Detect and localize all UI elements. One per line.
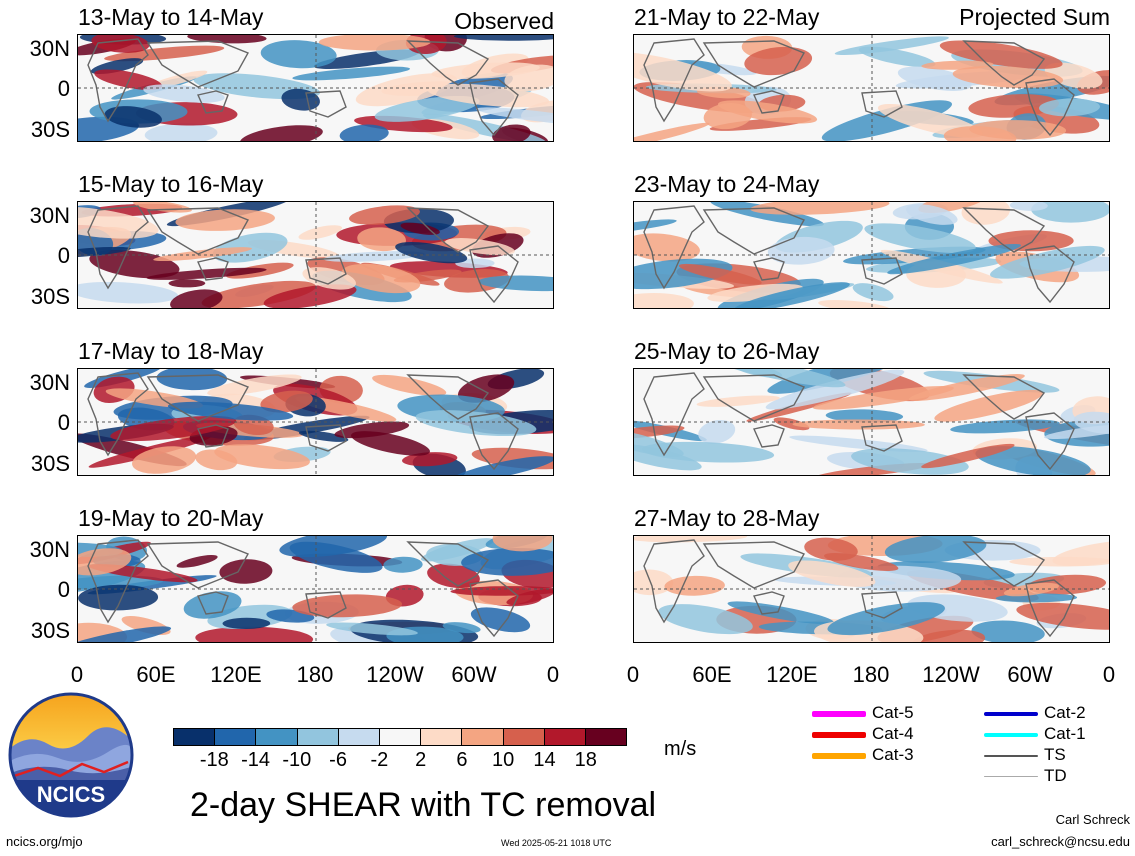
colorbar-tick-label: -2 [370, 749, 389, 771]
colorbar-swatch [502, 729, 544, 745]
colorbar-swatch [337, 729, 379, 745]
legend-swatch [984, 754, 1038, 757]
lat-label: 30N [29, 370, 70, 395]
lat-label: 30S [30, 618, 70, 643]
panel-title-right-3: 25-May to 26-May [634, 338, 820, 364]
legend-label: TD [1044, 766, 1067, 785]
panel-title-left-2: 15-May to 16-May [78, 171, 264, 197]
lat-label: 0 [57, 577, 70, 602]
colorbar-tick-label: 10 [492, 749, 515, 771]
panel-title-left-3: 17-May to 18-May [78, 338, 264, 364]
lat-label: 0 [57, 410, 70, 435]
legend-item-cat-4: Cat-4 [812, 725, 914, 743]
legend-label: TS [1044, 745, 1066, 764]
lon-label: 60E [692, 662, 732, 687]
panel-title-right-2: 23-May to 24-May [634, 171, 820, 197]
colorbar-swatch [543, 729, 585, 745]
lon-label: 120E [766, 662, 818, 687]
colorbar-tick-label: 2 [415, 749, 427, 771]
legend-label: Cat-1 [1044, 724, 1086, 743]
shear-map-observed-2 [77, 201, 554, 309]
lon-label: 180 [296, 662, 334, 687]
lat-label: 30S [30, 117, 70, 142]
colorbar-swatch [461, 729, 503, 745]
legend-swatch [812, 710, 866, 717]
lat-label: 30N [29, 537, 70, 562]
colorbar-swatch [214, 729, 256, 745]
colorbar-swatch [296, 729, 338, 745]
lat-label: 30S [30, 451, 70, 476]
colorbar [173, 728, 627, 746]
shear-map-projected-3 [633, 368, 1110, 476]
shear-map-observed-1 [77, 34, 554, 142]
site-url[interactable]: ncics.org/mjo [6, 834, 83, 849]
main-title: 2-day SHEAR with TC removal [190, 786, 657, 824]
panel-title-right-4: 27-May to 28-May [634, 505, 820, 531]
legend-item-cat-5: Cat-5 [812, 704, 914, 722]
colorbar-units: m/s [664, 738, 697, 760]
lon-label: 0 [70, 662, 84, 687]
colorbar-tick-label: -18 [199, 749, 229, 771]
lon-label: 60W [451, 662, 497, 687]
shear-map-observed-3 [77, 368, 554, 476]
legend-swatch [984, 732, 1038, 737]
shear-map-projected-1 [633, 34, 1110, 142]
lon-label: 180 [852, 662, 890, 687]
legend-swatch [812, 731, 866, 738]
legend-label: Cat-4 [872, 724, 914, 743]
panel-title-left-4: 19-May to 20-May [78, 505, 264, 531]
colorbar-swatch [174, 729, 215, 745]
author-email[interactable]: carl_schreck@ncsu.edu [991, 834, 1130, 849]
legend-swatch [812, 752, 866, 759]
lon-label: 120W [922, 662, 980, 687]
legend-item-cat-2: Cat-2 [984, 704, 1086, 722]
colorbar-swatch [584, 729, 627, 745]
lat-label: 30N [29, 203, 70, 228]
shear-map-observed-4 [77, 535, 554, 643]
timestamp: Wed 2025-05-21 1018 UTC [501, 838, 612, 848]
lat-label: 30N [29, 36, 70, 61]
legend-label: Cat-3 [872, 745, 914, 764]
observed-label: Observed [454, 8, 554, 34]
legend-item-ts: TS [984, 746, 1066, 764]
lon-label: 60E [136, 662, 176, 687]
ncics-logo: NCICS [8, 692, 134, 818]
projected-sum-label: Projected Sum [959, 4, 1110, 30]
panel-title-left-1: 13-May to 14-May [78, 4, 264, 30]
author: Carl Schreck [1055, 812, 1130, 827]
legend-swatch [984, 776, 1038, 778]
shear-map-projected-2 [633, 201, 1110, 309]
colorbar-tick-label: -14 [241, 749, 270, 771]
legend-swatch [984, 711, 1038, 716]
lon-label: 120E [210, 662, 262, 687]
shear-map-projected-4 [633, 535, 1110, 643]
colorbar-tick-label: -10 [282, 749, 312, 771]
lat-label: 0 [57, 243, 70, 268]
logo-text: NCICS [37, 782, 105, 807]
lat-label: 0 [57, 76, 70, 101]
tc-legend: Cat-5 Cat-4 Cat-3 Cat-2 Cat-1 TS TD [812, 704, 1132, 794]
lon-label: 0 [626, 662, 640, 687]
lat-label: 30S [30, 284, 70, 309]
lon-label: 0 [1102, 662, 1116, 687]
lon-label: 0 [546, 662, 560, 687]
panel-title-right-1: 21-May to 22-May [634, 4, 820, 30]
lon-label: 120W [366, 662, 424, 687]
legend-label: Cat-2 [1044, 703, 1086, 722]
colorbar-tick-label: 18 [574, 749, 597, 771]
colorbar-tick-label: 14 [533, 749, 556, 771]
legend-label: Cat-5 [872, 703, 914, 722]
colorbar-swatch [255, 729, 297, 745]
colorbar-tick-label: -6 [329, 749, 347, 771]
colorbar-swatch [378, 729, 421, 745]
colorbar-swatch [420, 729, 462, 745]
colorbar-tick-label: 6 [456, 749, 468, 771]
lon-label: 60W [1007, 662, 1053, 687]
legend-item-cat-1: Cat-1 [984, 725, 1086, 743]
legend-item-cat-3: Cat-3 [812, 746, 914, 764]
legend-item-td: TD [984, 767, 1067, 785]
